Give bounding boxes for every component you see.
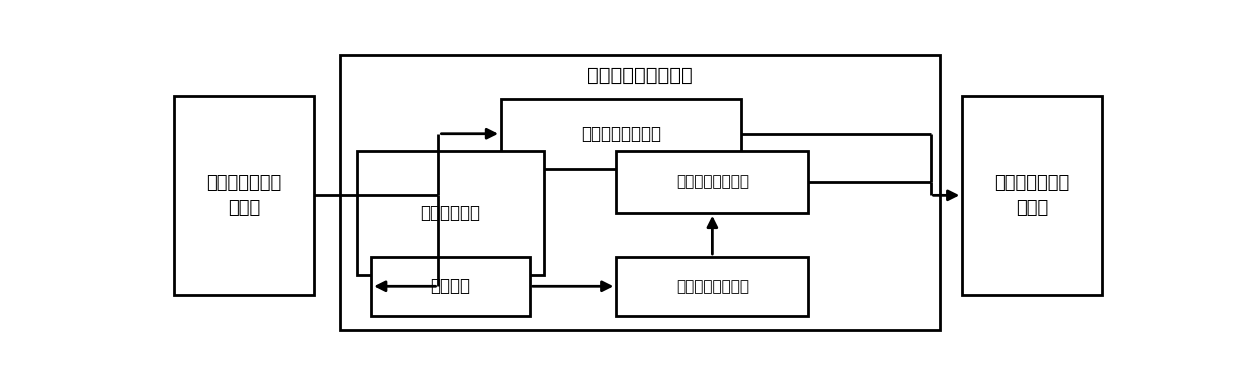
Bar [371,257,529,315]
Bar [174,96,314,295]
Bar [340,54,940,330]
Bar [962,96,1101,295]
Text: 低电量稳定落锁装置: 低电量稳定落锁装置 [587,66,693,85]
Text: 电流信号采集电路: 电流信号采集电路 [676,279,749,294]
Text: 后备电源: 后备电源 [430,277,470,295]
Text: 密码锁电源电路
输出端: 密码锁电源电路 输出端 [994,174,1070,217]
Text: 电压信号采集电路: 电压信号采集电路 [582,125,661,143]
Bar [357,151,544,275]
Bar [501,99,742,169]
Text: 密码锁电源电路
输入端: 密码锁电源电路 输入端 [206,174,281,217]
Bar [616,151,808,213]
Text: 电源输出控制电路: 电源输出控制电路 [676,174,749,190]
Bar [616,257,808,315]
Text: 电源充电电路: 电源充电电路 [420,204,481,222]
